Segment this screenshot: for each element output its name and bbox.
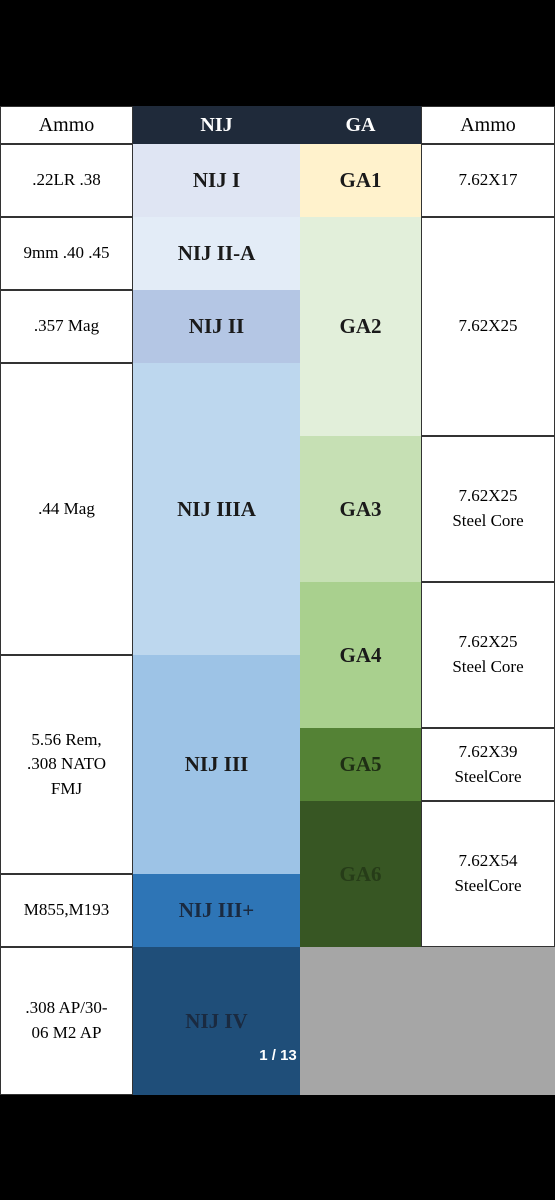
header-text: NIJ — [200, 113, 233, 136]
cell-text: NIJ IIIA — [177, 496, 256, 521]
cell-text: .44 Mag — [38, 498, 95, 518]
header-cell: NIJ — [133, 106, 300, 144]
header-text: Ammo — [38, 113, 95, 136]
cell-text: NIJ II — [188, 314, 245, 339]
cell-text: 7.62X17 — [458, 170, 518, 190]
cell-text: GA4 — [339, 642, 382, 667]
ga-cell: GA4 — [300, 582, 421, 728]
empty-cell — [421, 947, 555, 1095]
nij-cell: NIJ IV — [133, 947, 300, 1095]
cell-text: GA1 — [339, 168, 382, 193]
pistol-ammo-cell: .357 Mag — [0, 290, 133, 363]
cell-text: .357 Mag — [33, 316, 100, 336]
cell-text: NIJ II-A — [177, 241, 256, 266]
cell-text: NIJ III+ — [178, 898, 255, 923]
header-text: GA — [345, 113, 376, 136]
empty-cell — [300, 947, 421, 1095]
cell-text: .308 AP/30- — [25, 998, 108, 1018]
nij-cell: NIJ II-A — [133, 217, 300, 290]
rifle-ammo-cell: 7.62X25 Steel Core — [421, 436, 555, 582]
cell-text: SteelCore — [454, 766, 522, 786]
nij-cell: NIJ IIIA — [133, 363, 300, 655]
cell-text: 06 M2 AP — [31, 1023, 102, 1042]
pistol-ammo-cell: 5.56 Rem, .308 NATO FMJ — [0, 655, 133, 874]
cell-text: .308 NATO — [26, 754, 107, 774]
pistol-ammo-cell: .22LR .38 — [0, 144, 133, 217]
cell-text: GA2 — [339, 314, 382, 339]
table: Ammo NIJ GA Ammo .22LR .38 9mm .40 .45 .357 Ma… — [0, 106, 555, 1095]
ga-cell: GA5 — [300, 728, 421, 801]
cell-text: GA6 — [339, 861, 382, 886]
cell-text: 9mm .40 .45 — [23, 243, 110, 263]
cell-text: SteelCore — [454, 876, 522, 895]
cell-text: Steel Core — [452, 511, 524, 530]
cell-text: 5.56 Rem, — [31, 729, 102, 749]
rifle-ammo-cell: 7.62X25 Steel Core — [421, 582, 555, 728]
cell-text: 7.62X25 — [458, 486, 518, 506]
rifle-ammo-cell: 7.62X39 SteelCore — [421, 728, 555, 801]
cell-text: 7.62X39 — [458, 741, 518, 761]
header-cell: Ammo — [0, 106, 133, 144]
cell-text: .22LR .38 — [32, 170, 101, 190]
cell-text: M855,M193 — [23, 900, 110, 920]
pistol-ammo-cell: .308 AP/30- 06 M2 AP — [0, 947, 133, 1095]
cell-text: NIJ III — [184, 752, 249, 777]
cell-text: GA5 — [339, 752, 382, 777]
cell-text: 7.62X54 — [458, 851, 518, 871]
ga-cell: GA3 — [300, 436, 421, 582]
cell-text: GA3 — [339, 496, 382, 521]
header-cell: GA — [300, 106, 421, 144]
pistol-ammo-cell: .44 Mag — [0, 363, 133, 655]
ga-cell: GA1 — [300, 144, 421, 217]
nij-cell: NIJ III — [133, 655, 300, 874]
cell-text: 7.62X25 — [458, 632, 518, 652]
cell-text: Steel Core — [452, 657, 524, 676]
pistol-ammo-cell: 9mm .40 .45 — [0, 217, 133, 290]
cell-text: 7.62X25 — [458, 316, 518, 336]
pistol-ammo-cell: M855,M193 — [0, 874, 133, 947]
rifle-ammo-cell: 7.62X54 SteelCore — [421, 801, 555, 947]
ga-cell: GA2 — [300, 217, 421, 436]
cell-text: NIJ IV — [185, 1008, 248, 1033]
nij-cell: NIJ I — [133, 144, 300, 217]
rifle-ammo-cell: 7.62X25 — [421, 217, 555, 436]
page-indicator: 1 / 13 — [259, 1047, 297, 1064]
header-cell: Ammo — [421, 106, 555, 144]
cell-text: FMJ — [50, 778, 83, 798]
nij-cell: NIJ II — [133, 290, 300, 363]
nij-cell: NIJ III+ — [133, 874, 300, 947]
rifle-ammo-cell: 7.62X17 — [421, 144, 555, 217]
ga-cell: GA6 — [300, 801, 421, 947]
header-text: Ammo — [460, 113, 516, 136]
cell-text: NIJ I — [192, 168, 241, 193]
